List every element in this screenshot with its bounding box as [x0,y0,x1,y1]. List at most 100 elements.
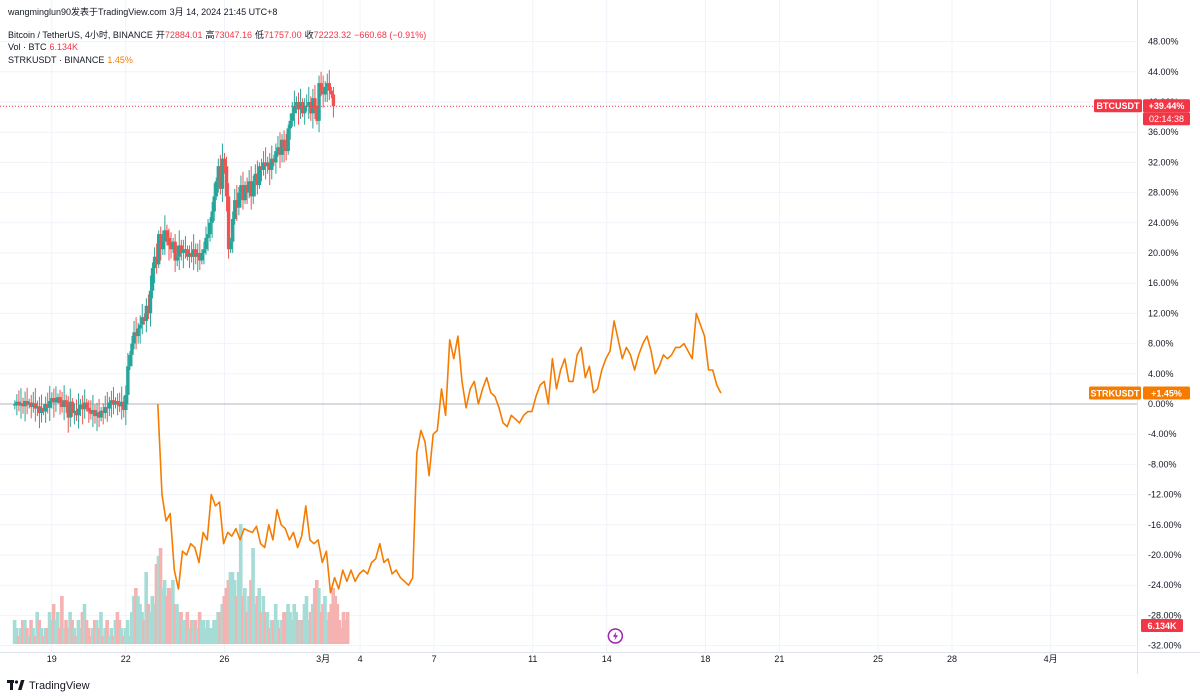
volume-bar[interactable] [29,620,33,644]
volume-bar[interactable] [232,580,237,644]
volume-bar[interactable] [144,572,148,644]
volume-bar[interactable] [257,588,262,644]
volume-bar[interactable] [282,612,286,644]
candle[interactable] [222,158,227,167]
volume-bar[interactable] [55,612,60,644]
volume-bar[interactable] [238,524,243,644]
candle[interactable] [319,83,323,91]
volume-bar[interactable] [245,612,249,644]
candle[interactable] [134,332,138,337]
candle[interactable] [317,83,321,121]
volume-bar[interactable] [152,604,157,644]
legend-volume[interactable]: Vol · BTC 6.134K [8,42,81,52]
btc-countdown-badge[interactable]: 02:14:38 [1149,114,1184,124]
candle[interactable] [169,245,173,250]
volume-bar[interactable] [212,620,216,644]
volume-bar[interactable] [138,604,142,644]
candle[interactable] [208,222,212,235]
candle[interactable] [13,404,17,406]
volume-bar[interactable] [148,612,153,644]
volume-bar[interactable] [88,636,93,644]
candle[interactable] [138,324,142,329]
volume-bar[interactable] [294,612,299,644]
candle[interactable] [122,401,126,411]
volume-bar[interactable] [37,620,42,644]
candle[interactable] [76,408,81,416]
candle[interactable] [290,113,295,121]
volume-bar[interactable] [323,596,327,644]
candle[interactable] [85,402,89,408]
volume-bar[interactable] [125,620,130,644]
candle[interactable] [124,394,128,411]
candle[interactable] [321,90,325,95]
candle[interactable] [142,317,147,321]
legend-compare[interactable]: STRKUSDT · BINANCE 1.45% [8,55,136,65]
volume-bar[interactable] [140,612,144,644]
candle[interactable] [113,400,118,405]
chart-svg[interactable]: 48.00% 44.00% 4 0.00% 36.00% 32.00% 28.00% 24.0… [0,0,1200,674]
candle[interactable] [288,120,292,129]
candle[interactable] [35,406,40,409]
volume-bar[interactable] [154,564,159,644]
candle[interactable] [25,400,29,405]
candle[interactable] [204,237,208,250]
candle[interactable] [150,268,155,291]
candle[interactable] [156,234,161,265]
candle[interactable] [99,410,103,418]
candle[interactable] [323,86,327,95]
legend-main[interactable]: Bitcoin / TetherUS, 4小时, BINANCE 开72884.0… [8,28,429,41]
volume-bar[interactable] [183,620,188,644]
volume-bar[interactable] [199,620,204,644]
candle[interactable] [126,366,130,395]
volume-bar[interactable] [247,596,251,644]
volume-bar[interactable] [62,628,66,644]
volume-bar[interactable] [201,620,206,644]
candle[interactable] [268,162,272,170]
candle[interactable] [224,166,229,197]
candle[interactable] [274,151,278,163]
candle[interactable] [109,400,114,403]
volume-bar[interactable] [218,612,222,644]
candle[interactable] [146,305,151,314]
candle[interactable] [196,253,200,257]
candle[interactable] [329,90,334,95]
volume-bar[interactable] [337,620,342,644]
candle[interactable] [212,196,216,212]
volume-bar[interactable] [78,628,83,644]
volume-bar[interactable] [277,628,282,644]
candle[interactable] [128,354,132,367]
volume-bar[interactable] [80,612,85,644]
btc-pct-badge[interactable]: +39.44% [1149,101,1185,111]
candle[interactable] [119,401,124,407]
candle[interactable] [52,397,56,403]
candle[interactable] [23,400,27,407]
candle[interactable] [82,402,87,410]
candle[interactable] [235,200,239,208]
volume-bar[interactable] [121,636,126,644]
candle[interactable] [231,219,235,242]
candle[interactable] [251,181,255,197]
volume-bar[interactable] [339,628,344,644]
candle[interactable] [270,158,274,170]
legend-symbol[interactable]: Bitcoin / TetherUS, 4小时, BINANCE [8,30,153,40]
candle[interactable] [39,407,44,414]
candle[interactable] [239,185,243,193]
candle[interactable] [276,147,280,152]
volume-bar[interactable] [216,612,220,644]
volume-bar[interactable] [273,604,278,644]
candle[interactable] [74,410,79,416]
candle[interactable] [198,253,202,261]
volume-bar[interactable] [136,596,140,644]
volume-bar[interactable] [286,604,290,644]
volume-bar[interactable] [325,620,329,644]
candle[interactable] [60,403,64,408]
volume-bar[interactable] [58,628,62,644]
candle[interactable] [272,158,276,163]
candle[interactable] [255,173,260,186]
candle[interactable] [247,181,251,193]
volume-bar[interactable] [261,596,266,644]
candle[interactable] [286,128,290,152]
volume-bar[interactable] [150,596,155,644]
candle[interactable] [80,404,85,410]
candle[interactable] [140,317,144,325]
